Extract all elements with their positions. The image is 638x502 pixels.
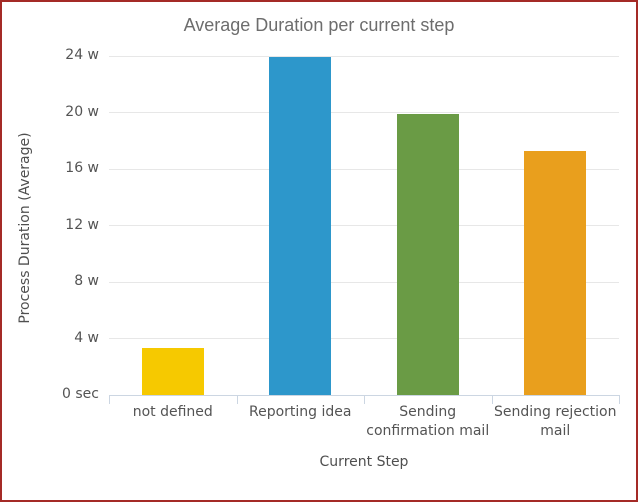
- gridline: [109, 112, 619, 113]
- y-tick-label: 20 w: [65, 103, 99, 120]
- chart-title: Average Duration per current step: [183, 15, 455, 35]
- x-category-label: Sending rejection mail: [494, 404, 617, 439]
- x-axis-tick: [491, 395, 493, 404]
- chart-bar-sending-rejection-mail[interactable]: [524, 150, 587, 395]
- x-category-label: not defined: [132, 404, 213, 420]
- chart-bar-reporting-idea[interactable]: [269, 57, 332, 395]
- y-tick-label: 4 w: [74, 329, 99, 346]
- x-axis-title: Current Step: [319, 454, 409, 470]
- y-tick-label: 24 w: [65, 47, 99, 63]
- x-axis-tick: [619, 395, 620, 404]
- gridline: [109, 55, 619, 57]
- plot-area: [109, 55, 619, 395]
- chart-bar-not-defined[interactable]: [141, 348, 204, 395]
- x-category-label: Reporting idea: [249, 404, 352, 420]
- gridline: [109, 338, 619, 339]
- gridline: [109, 281, 619, 283]
- gridline: [109, 168, 619, 170]
- gridline: [109, 225, 619, 226]
- y-tick-label: 16 w: [65, 160, 99, 176]
- y-tick-label: 8 w: [74, 273, 99, 289]
- y-tick-label: 12 w: [65, 216, 99, 233]
- x-axis-tick: [364, 395, 365, 404]
- chart-bar-sending-confirmation-mail[interactable]: [396, 113, 459, 395]
- y-tick-label: 0 sec: [62, 386, 99, 402]
- x-category-label: Sending confirmation mail: [366, 404, 490, 439]
- x-axis-tick: [236, 395, 238, 404]
- x-axis-tick: [109, 395, 110, 404]
